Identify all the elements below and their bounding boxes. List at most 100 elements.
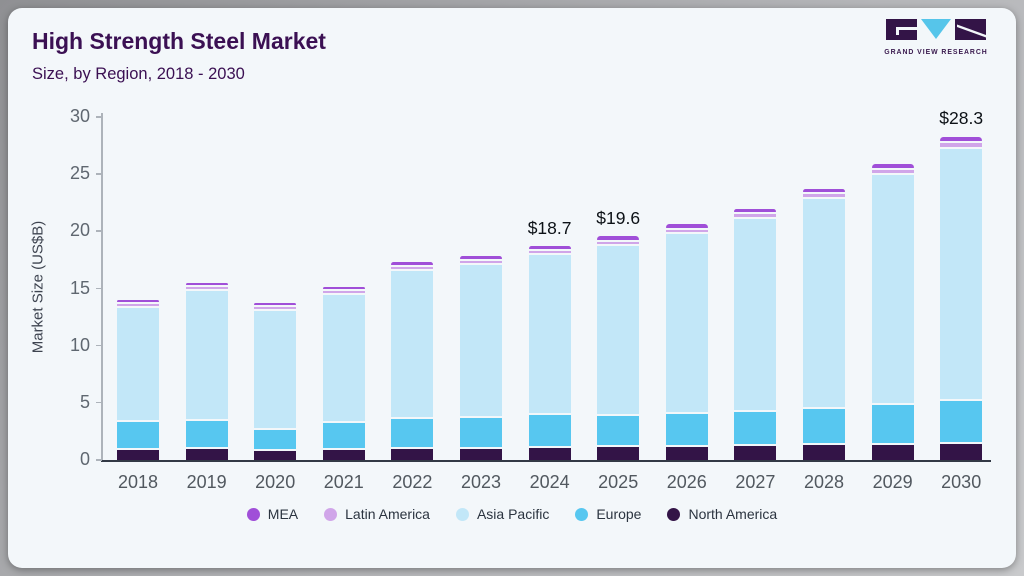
value-label-2030: $28.3 bbox=[939, 108, 984, 128]
bar-segment-latin-america bbox=[940, 143, 983, 148]
value-label-2024: $18.7 bbox=[527, 218, 572, 238]
bar-segment-asia-pacific bbox=[871, 175, 914, 404]
bar-2023 bbox=[460, 255, 502, 460]
bar-segment-mea bbox=[597, 235, 640, 241]
bar-segment-north-america bbox=[597, 447, 640, 460]
bar-segment-asia-pacific bbox=[528, 254, 571, 413]
legend-swatch-asia-pacific bbox=[455, 507, 469, 521]
y-tick-label: 25 bbox=[69, 163, 90, 184]
bar-segment-asia-pacific bbox=[734, 218, 777, 411]
y-tick-mark bbox=[96, 116, 102, 118]
y-tick-label: 30 bbox=[69, 106, 90, 126]
legend-item-europe: Europe bbox=[575, 506, 641, 522]
bar-segment-latin-america bbox=[254, 306, 297, 309]
bar-segment-asia-pacific bbox=[460, 264, 502, 416]
gvr-logo-text: GRAND VIEW RESEARCH bbox=[884, 49, 988, 56]
y-tick-label: 15 bbox=[69, 277, 90, 298]
y-tick-mark bbox=[96, 230, 102, 232]
x-tick-label-2021: 2021 bbox=[323, 472, 364, 492]
chart-card: High Strength Steel Market Size, by Regi… bbox=[8, 8, 1016, 568]
bar-segment-north-america bbox=[322, 450, 365, 460]
bar-segment-mea bbox=[460, 255, 502, 259]
bar-segment-north-america bbox=[185, 449, 228, 460]
x-tick-label-2027: 2027 bbox=[735, 472, 776, 492]
legend-label-mea: MEA bbox=[267, 506, 299, 522]
legend-item-latin-america: Latin America bbox=[324, 506, 430, 522]
y-tick-label: 10 bbox=[69, 334, 90, 355]
legend-item-north-america: North America bbox=[667, 506, 777, 522]
bar-segment-latin-america bbox=[665, 229, 708, 232]
bar-segment-north-america bbox=[871, 444, 914, 460]
bar-segment-europe bbox=[185, 420, 228, 448]
bar-2018 bbox=[117, 299, 159, 460]
page-subtitle: Size, by Region, 2018 - 2030 bbox=[32, 65, 245, 83]
bar-segment-europe bbox=[597, 416, 640, 446]
bar-2021 bbox=[322, 287, 365, 460]
bar-chart: Market Size (US$B) 0 5 10 15 20 25 30 2018 2019 2… bbox=[8, 103, 1016, 503]
bar-segment-north-america bbox=[665, 446, 708, 460]
bar-segment-latin-america bbox=[185, 286, 228, 289]
bar-segment-europe bbox=[734, 412, 777, 445]
y-tick-label: 5 bbox=[79, 391, 90, 412]
y-tick-mark bbox=[96, 401, 102, 404]
legend-label-asia-pacific: Asia Pacific bbox=[476, 506, 550, 522]
bar-2020 bbox=[254, 302, 297, 460]
bar-segment-mea bbox=[322, 287, 365, 290]
x-axis-line bbox=[101, 460, 991, 462]
bar-2030 bbox=[940, 136, 983, 460]
bar-segment-latin-america bbox=[803, 194, 845, 197]
legend-label-latin-america: Latin America bbox=[345, 506, 430, 522]
value-label-2025: $19.6 bbox=[596, 208, 641, 228]
bar-segment-latin-america bbox=[597, 242, 640, 245]
bar-segment-north-america bbox=[734, 446, 777, 460]
legend-label-north-america: North America bbox=[688, 506, 778, 522]
bar-segment-north-america bbox=[254, 451, 297, 460]
x-tick-label-2023: 2023 bbox=[460, 472, 502, 492]
bar-segment-mea bbox=[803, 189, 845, 193]
chart-legend: MEA Latin America Asia Pacific Europe North … bbox=[8, 506, 1016, 522]
y-tick-mark bbox=[96, 344, 102, 347]
bar-segment-north-america bbox=[940, 444, 983, 460]
bar-2029 bbox=[871, 164, 914, 460]
bar-segment-north-america bbox=[391, 449, 434, 460]
bar-segment-asia-pacific bbox=[597, 246, 640, 415]
bar-2019 bbox=[185, 282, 228, 460]
bar-segment-north-america bbox=[528, 448, 571, 460]
bar-2028 bbox=[803, 189, 845, 460]
bar-segment-latin-america bbox=[117, 303, 159, 306]
legend-swatch-mea bbox=[246, 507, 260, 521]
bar-segment-mea bbox=[871, 164, 914, 169]
bar-segment-mea bbox=[254, 302, 297, 305]
y-tick-mark bbox=[96, 173, 102, 175]
bar-segment-latin-america bbox=[460, 260, 502, 263]
legend-label-europe: Europe bbox=[596, 506, 642, 522]
bar-segment-asia-pacific bbox=[185, 290, 228, 419]
bar-segment-asia-pacific bbox=[254, 310, 297, 429]
x-tick-label-2025: 2025 bbox=[598, 472, 639, 492]
bar-segment-mea bbox=[117, 299, 159, 302]
bar-2022 bbox=[391, 261, 434, 460]
gvr-logo-icon bbox=[886, 19, 986, 40]
bar-2024 bbox=[528, 245, 571, 460]
x-tick-label-2029: 2029 bbox=[872, 472, 913, 492]
bar-2027 bbox=[734, 209, 777, 460]
x-tick-label-2024: 2024 bbox=[529, 472, 570, 492]
x-tick-label-2022: 2022 bbox=[392, 472, 433, 492]
legend-item-asia-pacific: Asia Pacific bbox=[455, 506, 550, 522]
y-tick-mark bbox=[96, 459, 102, 461]
bar-segment-mea bbox=[391, 261, 434, 265]
bar-segment-europe bbox=[665, 413, 708, 445]
x-tick-label-2018: 2018 bbox=[117, 472, 159, 492]
bar-segment-asia-pacific bbox=[391, 270, 434, 418]
x-tick-label-2019: 2019 bbox=[186, 472, 227, 492]
bar-segment-europe bbox=[254, 430, 297, 450]
bar-segment-mea bbox=[528, 245, 571, 249]
bar-segment-mea bbox=[665, 223, 708, 228]
bar-segment-latin-america bbox=[391, 266, 434, 269]
bar-segment-europe bbox=[803, 409, 845, 444]
legend-swatch-europe bbox=[575, 507, 589, 521]
bar-segment-asia-pacific bbox=[803, 198, 845, 408]
x-tick-label-2026: 2026 bbox=[666, 472, 707, 492]
bar-segment-north-america bbox=[460, 448, 502, 460]
